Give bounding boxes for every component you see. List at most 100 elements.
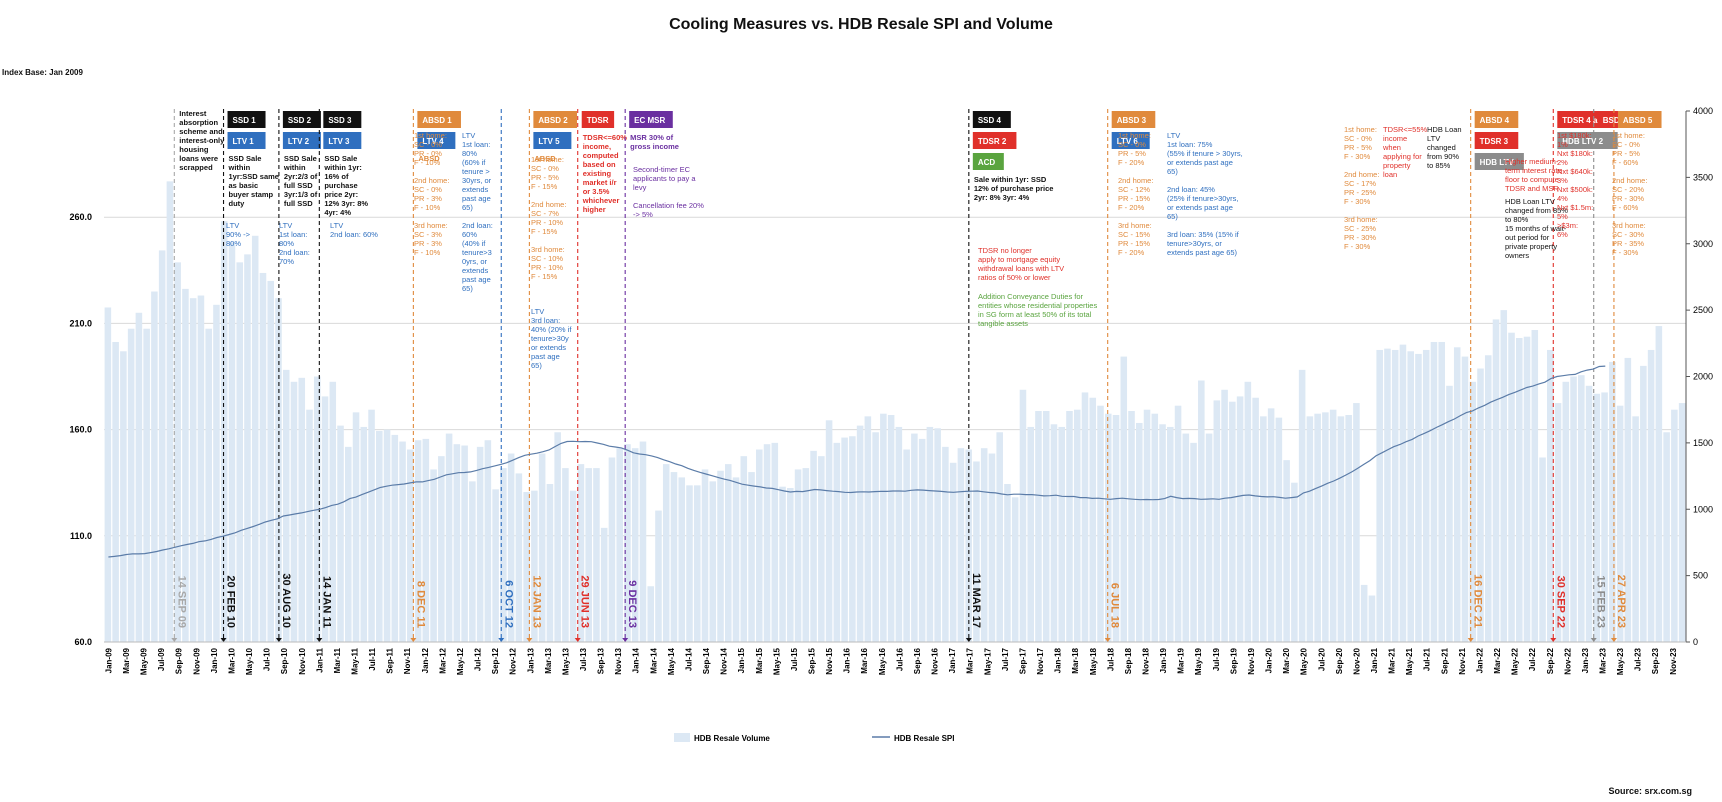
event-note-line: PR - 15%	[1118, 194, 1150, 203]
x-axis-tick: Sep-12	[491, 647, 500, 674]
event-date: 14 JAN 11	[320, 576, 332, 628]
x-axis-tick: Nov-11	[403, 647, 412, 674]
volume-bar	[352, 412, 360, 642]
volume-bar	[1128, 411, 1135, 642]
event-note-line: extends	[462, 185, 489, 194]
volume-bar	[639, 441, 647, 642]
volume-bar	[1159, 424, 1166, 642]
event-date: 11 MAR 17	[970, 573, 982, 628]
x-axis-tick: Mar-13	[544, 647, 553, 673]
event-date: 29 JUN 13	[579, 575, 591, 628]
volume-bar	[1120, 356, 1128, 642]
event-note-line: 70%	[279, 257, 294, 266]
event-note-line: F - 10%	[414, 203, 441, 212]
volume-bar	[1384, 348, 1391, 642]
volume-bar	[275, 298, 282, 642]
event-note-line: ratios of 50% or lower	[978, 273, 1051, 282]
volume-bar	[1136, 422, 1143, 642]
volume-bar	[1601, 392, 1608, 642]
volume-bar	[492, 489, 499, 642]
event-text-line: scheme and	[179, 127, 223, 136]
volume-bar	[1531, 330, 1539, 642]
volume-bar	[918, 438, 926, 642]
event-note-line: tenure >	[462, 167, 490, 176]
event-note: Second-timer EC applicants to pay a levy C…	[633, 165, 704, 219]
volume-bar	[996, 432, 1003, 642]
volume-bar	[267, 280, 275, 642]
event-text-line: within 1yr:	[323, 163, 362, 172]
volume-bar	[717, 470, 724, 642]
event-box	[1111, 111, 1156, 128]
event-text-line: 3yr:1/3 of	[284, 190, 318, 199]
event-text-line: ABSD	[534, 154, 556, 163]
event-box	[227, 132, 266, 149]
volume-bar	[724, 464, 732, 642]
event-box-label: BSD 1	[1603, 116, 1627, 125]
volume-bar	[1368, 595, 1376, 642]
event-note-line: out period for	[1505, 233, 1550, 242]
volume-bar	[368, 409, 375, 642]
volume-bar	[554, 432, 561, 642]
x-axis-tick: Nov-22	[1563, 647, 1572, 674]
event-note-line: changed	[1427, 143, 1456, 152]
event-note-line: 80%	[279, 239, 294, 248]
x-axis-tick: Sep-16	[913, 647, 922, 674]
volume-bar	[771, 442, 779, 642]
event-note-line: Second-timer EC	[633, 165, 691, 174]
event-box-label: TDSR 2	[978, 137, 1007, 146]
left-axis-tick: 260.0	[69, 212, 92, 222]
x-axis-tick: Nov-18	[1141, 647, 1150, 674]
event-note-line: 2nd loan:	[279, 248, 310, 257]
volume-bar	[1221, 389, 1228, 642]
volume-bar	[1492, 319, 1500, 642]
volume-bar	[1671, 409, 1678, 642]
event-note-line: PR - 30%	[1612, 194, 1644, 203]
volume-bar	[787, 488, 794, 642]
volume-bar	[205, 328, 212, 642]
volume-bar	[1081, 392, 1089, 642]
volume-bar	[608, 457, 616, 642]
volume-bar	[1042, 411, 1050, 642]
event-note-line: F - 30%	[1344, 197, 1371, 206]
event-note-line: 2nd home:	[531, 200, 566, 209]
x-axis-tick: Nov-21	[1458, 647, 1467, 674]
volume-bar	[306, 409, 313, 642]
event-note-line: F - 30%	[1344, 242, 1371, 251]
event-text: TDSR<=60% income, computed based on existing…	[582, 133, 628, 214]
event-arrow	[410, 638, 417, 642]
event-note-line	[414, 212, 416, 221]
event-text-line: 12% 3yr: 8%	[324, 199, 368, 208]
event-note-line: 90% ->	[226, 230, 251, 239]
event-text: Interest absorption scheme and interest-onl…	[179, 109, 225, 172]
event-arrow	[171, 638, 178, 642]
volume-bar	[678, 477, 686, 642]
event-note-line: -> 5%	[633, 210, 653, 219]
event-note-line: 1st home:	[1612, 131, 1645, 140]
event-note-line	[462, 212, 464, 221]
event-note: LTV 3rd loan: 40% (20% if tenure>30y or exte…	[531, 307, 572, 370]
event-note-line: TDSR no longer	[978, 246, 1032, 255]
event-note-line: private property	[1505, 242, 1557, 251]
event-note-line: (55% if tenure > 30yrs,	[1167, 149, 1243, 158]
x-axis-tick: May-17	[983, 647, 992, 675]
x-axis-tick: Jul-12	[474, 647, 483, 671]
event-note-line: 80%	[226, 239, 241, 248]
x-axis-tick: Sep-14	[702, 647, 711, 674]
event-note: HDB Loan LTV changed from 90% to 85%	[1427, 125, 1462, 170]
volume-bar	[903, 449, 910, 642]
x-axis-tick: Nov-16	[931, 647, 940, 674]
x-axis-tick: May-19	[1194, 647, 1203, 675]
right-axis-tick: 2000	[1693, 372, 1713, 382]
event-arrow	[622, 638, 629, 642]
event-text-line: Interest	[179, 109, 207, 118]
volume-bar	[980, 448, 988, 642]
event-note-line	[1612, 212, 1614, 221]
event-note-line: owners	[1505, 251, 1529, 260]
event-note-line: PR - 30%	[1344, 233, 1376, 242]
volume-bar	[1275, 417, 1283, 642]
volume-bar	[282, 369, 290, 642]
event-note-line: 2nd home:	[1344, 170, 1379, 179]
volume-bar	[670, 472, 678, 642]
event-text-line: as basic	[229, 181, 259, 190]
volume-bar	[880, 413, 887, 642]
